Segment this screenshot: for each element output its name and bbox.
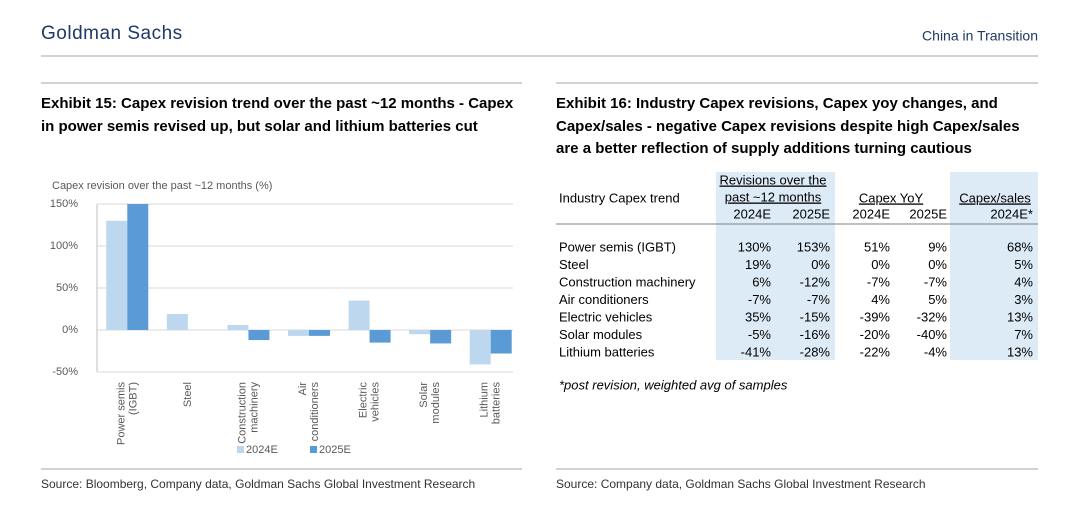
exhibit-title: in power semis revised up, but solar and… bbox=[41, 118, 478, 135]
bar bbox=[348, 300, 370, 330]
row-label: Electric vehicles bbox=[559, 309, 653, 324]
x-tick-label: Airconditioners bbox=[297, 382, 321, 442]
x-tick-label: Power semis(IGBT) bbox=[115, 382, 139, 445]
bar bbox=[309, 330, 330, 336]
x-tick-label: Electricvehicles bbox=[357, 382, 381, 422]
section: China in Transition bbox=[922, 28, 1038, 44]
row-label: Steel bbox=[559, 257, 589, 272]
row-label: Solar modules bbox=[559, 327, 643, 342]
cell: -12% bbox=[800, 274, 831, 289]
cell: -40% bbox=[917, 327, 948, 342]
cell: -7% bbox=[748, 292, 772, 307]
cell: 7% bbox=[1014, 327, 1033, 342]
exhibit-title: are a better reflection of supply additi… bbox=[556, 140, 972, 157]
cell: 51% bbox=[864, 239, 890, 254]
exhibit-title: Exhibit 15: Capex revision trend over th… bbox=[41, 95, 514, 112]
cell: 6% bbox=[752, 274, 771, 289]
row-label: Construction machinery bbox=[559, 274, 696, 289]
column-header: 2025E bbox=[909, 206, 947, 221]
bar bbox=[106, 220, 128, 330]
cell: 13% bbox=[1007, 344, 1033, 359]
y-tick-label: 50% bbox=[56, 282, 78, 294]
bar bbox=[409, 330, 431, 335]
bar bbox=[248, 330, 270, 341]
cell: 153% bbox=[797, 239, 831, 254]
x-tick-label: Constructionmachinery bbox=[236, 382, 260, 444]
cell: 0% bbox=[811, 257, 830, 272]
cell: -7% bbox=[807, 292, 831, 307]
cell: -7% bbox=[924, 274, 948, 289]
cell: -28% bbox=[800, 344, 831, 359]
legend-label: 2025E bbox=[319, 444, 351, 456]
cell: -5% bbox=[748, 327, 772, 342]
exhibit-title: Exhibit 16: Industry Capex revisions, Ca… bbox=[556, 95, 998, 112]
row-label: Lithium batteries bbox=[559, 344, 655, 359]
row-label: Power semis (IGBT) bbox=[559, 239, 676, 254]
legend-swatch bbox=[237, 446, 244, 453]
cell: -32% bbox=[917, 309, 948, 324]
bar bbox=[490, 330, 512, 354]
y-tick-label: -50% bbox=[52, 366, 78, 378]
bar bbox=[369, 330, 391, 343]
bar bbox=[127, 204, 149, 330]
legend-swatch bbox=[310, 446, 317, 453]
x-tick-label: Steel bbox=[182, 382, 194, 407]
bar bbox=[288, 330, 309, 336]
brand: Goldman Sachs bbox=[41, 23, 183, 44]
cell: 19% bbox=[745, 257, 771, 272]
group-header: Revisions over the past ~12 months bbox=[720, 173, 827, 205]
bar bbox=[227, 324, 249, 330]
cell: -7% bbox=[867, 274, 891, 289]
cell: -16% bbox=[800, 327, 831, 342]
cell: -20% bbox=[860, 327, 891, 342]
table-header: Industry Capex trend bbox=[559, 190, 680, 205]
y-tick-label: 100% bbox=[50, 240, 78, 252]
bar bbox=[469, 330, 491, 365]
cell: 130% bbox=[738, 239, 772, 254]
column-header: 2025E bbox=[792, 206, 830, 221]
cell: 9% bbox=[928, 239, 947, 254]
cell: -15% bbox=[800, 309, 831, 324]
cell: 35% bbox=[745, 309, 771, 324]
y-tick-label: 150% bbox=[50, 198, 78, 210]
row-label: Air conditioners bbox=[559, 292, 649, 307]
cell: 13% bbox=[1007, 309, 1033, 324]
exhibit-title: Capex/sales - negative Capex revisions d… bbox=[556, 118, 1020, 135]
source: Source: Bloomberg, Company data, Goldman… bbox=[41, 477, 475, 491]
x-tick-label: Lithiumbatteries bbox=[479, 382, 503, 425]
bar bbox=[430, 330, 452, 344]
cell: 3% bbox=[1014, 292, 1033, 307]
column-header: 2024E bbox=[852, 206, 890, 221]
cell: 68% bbox=[1007, 239, 1033, 254]
column-header: 2024E bbox=[733, 206, 771, 221]
highlight bbox=[950, 172, 1038, 360]
cell: -39% bbox=[860, 309, 891, 324]
axis-title: Capex revision over the past ~12 months … bbox=[52, 180, 272, 192]
group-header: Capex/sales bbox=[959, 190, 1031, 205]
legend-label: 2024E bbox=[246, 444, 278, 456]
cell: 4% bbox=[871, 292, 890, 307]
group-header: Capex YoY bbox=[859, 190, 924, 205]
cell: -41% bbox=[741, 344, 772, 359]
cell: -22% bbox=[860, 344, 891, 359]
footnote: *post revision, weighted avg of samples bbox=[559, 377, 788, 392]
cell: 4% bbox=[1014, 274, 1033, 289]
cell: 5% bbox=[928, 292, 947, 307]
x-tick-label: Solarmodules bbox=[418, 382, 442, 424]
cell: -4% bbox=[924, 344, 948, 359]
cell: 0% bbox=[928, 257, 947, 272]
source: Source: Company data, Goldman Sachs Glob… bbox=[556, 477, 926, 491]
column-header: 2024E* bbox=[990, 206, 1033, 221]
cell: 0% bbox=[871, 257, 890, 272]
cell: 5% bbox=[1014, 257, 1033, 272]
bar bbox=[166, 314, 188, 330]
y-tick-label: 0% bbox=[62, 324, 78, 336]
highlight bbox=[716, 172, 835, 360]
